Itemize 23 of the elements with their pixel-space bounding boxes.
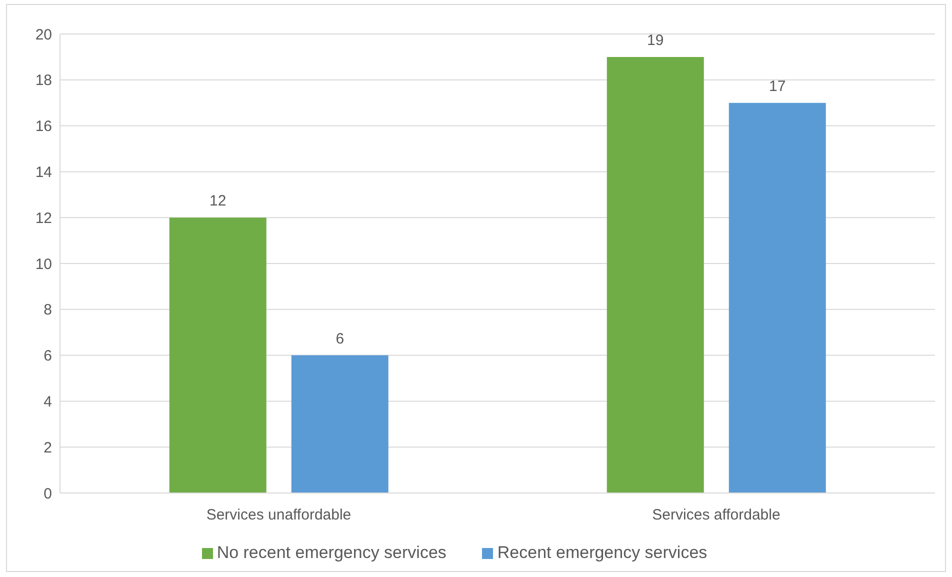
y-tick-label: 4 — [44, 394, 52, 411]
y-tick-label: 2 — [44, 439, 52, 456]
y-tick-label: 8 — [44, 302, 52, 319]
x-tick-label: Services unaffordable — [206, 506, 352, 524]
data-label: 6 — [336, 330, 344, 348]
y-tick-label: 18 — [35, 72, 52, 90]
data-label: 12 — [210, 192, 226, 210]
y-tick-label: 12 — [35, 210, 52, 227]
bar — [291, 355, 388, 493]
data-label: 19 — [647, 32, 664, 49]
legend-label: Recent emergency services — [497, 543, 708, 562]
y-tick-label: 14 — [35, 164, 52, 182]
y-tick-label: 0 — [44, 485, 52, 502]
x-tick-label: Services affordable — [652, 506, 780, 524]
y-tick-label: 10 — [35, 256, 52, 273]
y-tick-label: 16 — [35, 118, 52, 136]
bar — [169, 218, 266, 493]
bar — [606, 56, 704, 493]
data-label: 17 — [769, 78, 786, 95]
y-tick-label: 20 — [35, 26, 52, 44]
bar — [728, 102, 826, 493]
legend-label: No recent emergency services — [216, 543, 446, 562]
y-tick-label: 6 — [44, 348, 52, 365]
